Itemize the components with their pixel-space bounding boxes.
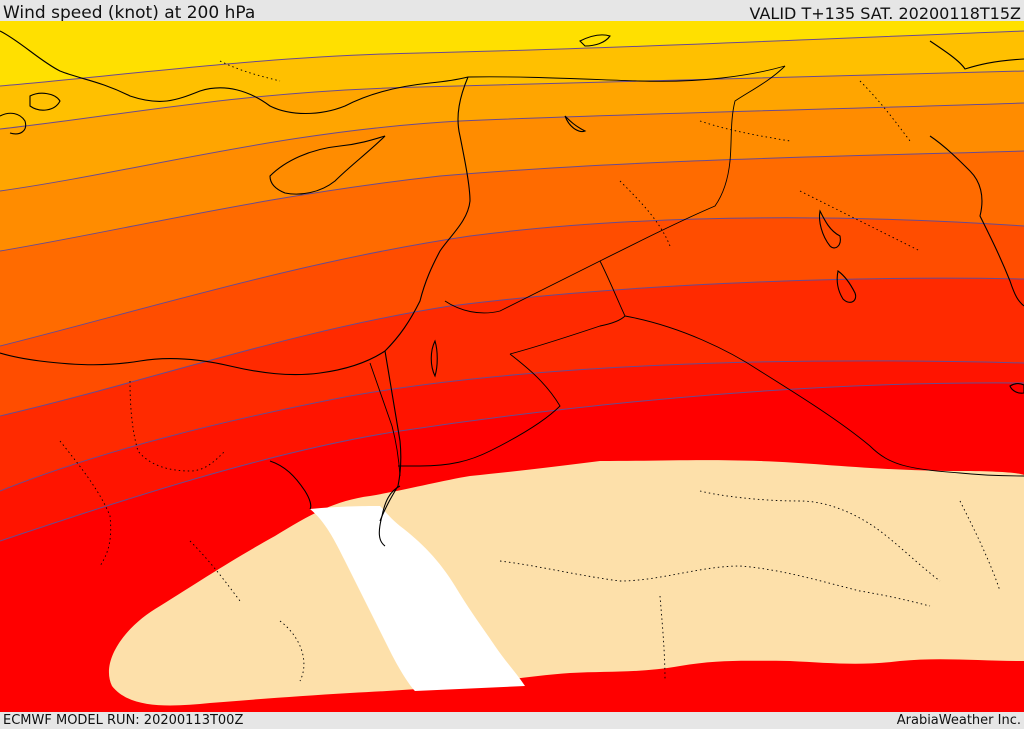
wind-speed-map <box>0 21 1024 712</box>
coastline <box>836 270 857 303</box>
country-borders <box>369 65 1024 477</box>
country-border <box>509 260 626 355</box>
country-border <box>699 120 791 142</box>
coastline <box>1009 383 1024 394</box>
wind-speed-contour <box>0 217 1024 347</box>
wind-speed-contours <box>0 30 1024 542</box>
country-border <box>467 65 786 82</box>
country-border <box>959 500 1001 592</box>
coastline <box>378 485 401 547</box>
red-sea <box>310 506 525 691</box>
country-border <box>398 353 561 467</box>
coastline <box>929 40 1024 70</box>
wind-speed-contour <box>0 102 1024 192</box>
wind-speed-contour <box>0 382 1024 542</box>
country-border <box>369 362 401 477</box>
coastline <box>0 112 27 135</box>
coastline <box>0 30 469 114</box>
map-title: Wind speed (knot) at 200 hPa <box>3 3 256 23</box>
country-border <box>444 65 786 314</box>
wind-speed-contour <box>0 360 1024 492</box>
wind-speed-contour <box>0 277 1024 417</box>
coastline <box>430 339 438 378</box>
coastline <box>929 135 1024 307</box>
footer-bar: ECMWF MODEL RUN: 20200113T00Z ArabiaWeat… <box>0 712 1024 729</box>
wind-speed-contour <box>0 30 1024 87</box>
header-bar: Wind speed (knot) at 200 hPa VALID T+135… <box>0 0 1024 23</box>
country-border <box>219 60 281 82</box>
map-canvas[interactable] <box>0 21 1024 712</box>
coastline <box>0 76 471 376</box>
coastline <box>818 209 841 249</box>
coastline <box>564 115 587 133</box>
coastline <box>269 135 386 195</box>
model-run: ECMWF MODEL RUN: 20200113T00Z <box>3 713 244 728</box>
credit-label: ArabiaWeather Inc. <box>896 713 1021 728</box>
coastlines <box>0 30 1024 547</box>
wind-speed-contour <box>0 70 1024 130</box>
country-border <box>624 315 1024 477</box>
country-border <box>129 380 226 472</box>
coastline <box>29 92 61 111</box>
coastline <box>269 460 312 510</box>
coastline <box>579 34 611 47</box>
coastline <box>379 350 402 522</box>
wind-speed-contour <box>0 150 1024 252</box>
country-border <box>659 595 666 682</box>
admin-borders <box>59 60 1001 682</box>
valid-time: VALID T+135 SAT. 20200118T15Z <box>749 4 1021 23</box>
country-border <box>59 440 112 567</box>
